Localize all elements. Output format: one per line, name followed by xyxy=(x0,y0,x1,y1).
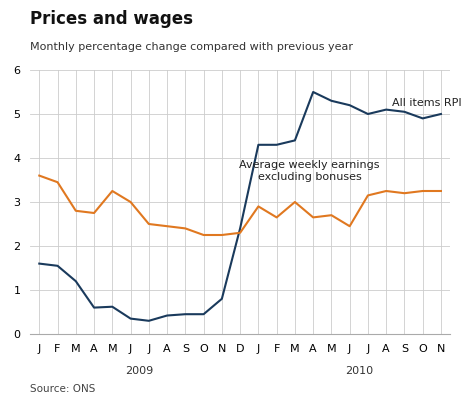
Text: All items RPI: All items RPI xyxy=(391,98,460,108)
Text: Monthly percentage change compared with previous year: Monthly percentage change compared with … xyxy=(30,42,352,52)
Text: Prices and wages: Prices and wages xyxy=(30,10,193,28)
Text: 2010: 2010 xyxy=(344,366,372,376)
Text: 2009: 2009 xyxy=(125,366,154,376)
Text: Source: ONS: Source: ONS xyxy=(30,384,95,394)
Text: Average weekly earnings
excluding bonuses: Average weekly earnings excluding bonuse… xyxy=(239,160,379,182)
